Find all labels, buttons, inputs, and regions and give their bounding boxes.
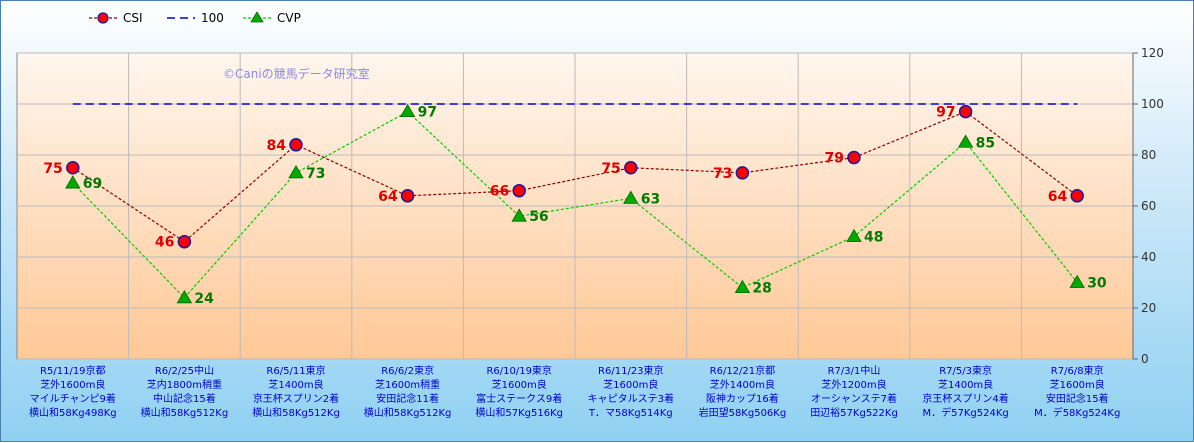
x-tick-label: 芝1600m良 (1050, 378, 1105, 391)
x-tick-label: 芝1400m良 (938, 378, 993, 391)
cvp-point (511, 208, 527, 222)
csi-point (400, 189, 415, 203)
cvp-data-label: 63 (641, 191, 660, 207)
x-tick-label: 芝1600m良 (492, 378, 547, 391)
x-tick-label: R7/6/8東京 (1051, 364, 1104, 377)
x-tick-label: 安田記念15着 (1046, 392, 1109, 405)
x-tick-label: 横山和58Kg512Kg (141, 406, 229, 419)
csi-point (1070, 189, 1084, 203)
y-tick-label: 20 (1141, 301, 1156, 315)
y-tick-label: 100 (1141, 97, 1164, 111)
x-tick-label: R7/5/3東京 (939, 364, 992, 377)
x-tick-label: 芝外1200m良 (821, 378, 886, 391)
x-tick-label: 岩田望58Kg506Kg (699, 406, 787, 419)
cvp-point (288, 165, 304, 179)
series-line-csi (72, 110, 1078, 243)
csi-point (735, 166, 750, 180)
legend-label-100: 100 (201, 11, 224, 25)
x-tick-label: R6/10/19東京 (486, 364, 552, 377)
x-tick-label: 横山和57Kg516Kg (475, 406, 563, 419)
x-tick-label: R6/6/2東京 (381, 364, 434, 377)
x-tick-label: 芝内1800m稍重 (147, 378, 222, 391)
cvp-data-label: 97 (418, 105, 437, 121)
legend-label-csi: CSI (123, 11, 143, 25)
cvp-data-label: 73 (306, 166, 325, 182)
csi-data-label: 64 (378, 189, 398, 205)
x-tick-label: R7/3/1中山 (828, 364, 881, 377)
cvp-point (176, 290, 193, 304)
csi-data-label: 73 (713, 166, 732, 182)
cvp-point (734, 279, 751, 294)
csi-data-label: 46 (155, 235, 174, 251)
x-tick-label: 富士ステークス9着 (476, 392, 562, 405)
csi-data-label: 64 (1048, 189, 1068, 205)
csi-data-label: 84 (267, 138, 287, 154)
x-tick-label: M．デ57Kg524Kg (922, 406, 1008, 419)
csi-point (177, 234, 192, 249)
cvp-data-label: 56 (529, 209, 548, 225)
x-tick-label: 芝外1400m良 (710, 378, 775, 391)
x-tick-label: 安田記念11着 (376, 392, 439, 405)
legend-marker-csi (97, 12, 109, 24)
cvp-data-label: 69 (83, 176, 102, 192)
y-tick-label: 120 (1141, 46, 1164, 60)
x-tick-label: 京王杯スプリン2着 (253, 392, 339, 405)
x-tick-label: R6/2/25中山 (155, 364, 214, 377)
cvp-point (846, 228, 862, 243)
csi-point (624, 161, 638, 175)
csi-data-label: 66 (490, 184, 509, 200)
csi-data-label: 97 (936, 105, 955, 121)
cvp-data-label: 48 (864, 230, 883, 246)
x-tick-label: 横山和58Kg512Kg (252, 406, 340, 419)
x-tick-label: 横山和58Kg512Kg (364, 406, 452, 419)
csi-data-label: 75 (43, 161, 62, 177)
y-tick-label: 40 (1141, 250, 1156, 264)
x-tick-label: 芝1400m良 (268, 378, 323, 391)
csi-data-label: 79 (825, 151, 844, 167)
csi-point (66, 161, 80, 175)
cvp-point (957, 134, 974, 148)
csi-point (958, 104, 973, 119)
cvp-data-label: 24 (194, 291, 214, 307)
x-tick-label: 芝1600m稍重 (375, 378, 440, 391)
watermark: ©Caniの競馬データ研究室 (223, 66, 370, 81)
cvp-point (65, 175, 81, 189)
cvp-data-label: 85 (976, 135, 995, 151)
x-tick-label: R5/11/19京都 (40, 364, 106, 377)
x-tick-label: 芝1600m良 (603, 378, 658, 391)
csi-point (847, 150, 861, 165)
cvp-point (1069, 274, 1085, 288)
cvp-data-label: 30 (1087, 276, 1107, 292)
x-tick-label: 京王杯スプリン4着 (922, 392, 1008, 405)
x-tick-label: 芝外1600m良 (40, 378, 105, 391)
x-tick-label: R6/5/11東京 (266, 364, 325, 377)
x-tick-label: 中山記念15着 (153, 392, 216, 405)
x-tick-label: T．マ58Kg514Kg (588, 408, 673, 419)
legend-label-cvp: CVP (277, 11, 301, 25)
x-tick-label: マイルチャンピ9着 (30, 392, 116, 405)
cvp-point (623, 190, 639, 204)
csi-point (512, 183, 526, 198)
y-tick-label: 80 (1141, 148, 1156, 162)
cvp-point (399, 103, 416, 118)
y-tick-label: 0 (1141, 352, 1149, 366)
csi-data-label: 75 (601, 161, 620, 177)
x-tick-label: M．デ58Kg524Kg (1034, 406, 1120, 419)
x-tick-label: 阪神カップ16着 (706, 392, 779, 405)
x-tick-label: 田辺裕57Kg522Kg (810, 406, 898, 419)
cvp-data-label: 28 (752, 281, 771, 297)
legend-marker-cvp (250, 11, 264, 23)
x-tick-label: キャピタルステ3着 (588, 392, 674, 405)
y-tick-label: 60 (1141, 199, 1156, 213)
x-tick-label: 横山和58Kg498Kg (29, 406, 117, 419)
x-tick-label: R6/11/23東京 (598, 364, 664, 377)
csi-point (289, 138, 303, 152)
x-tick-label: オーシャンステ7着 (811, 392, 897, 405)
x-tick-label: R6/12/21京都 (710, 364, 776, 377)
